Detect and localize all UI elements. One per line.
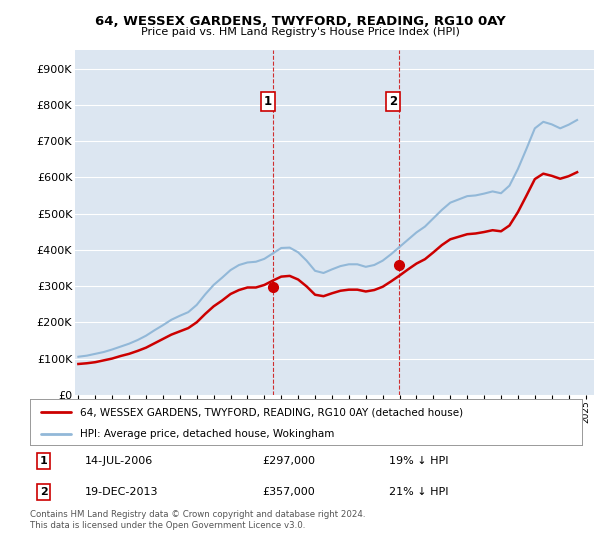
Text: HPI: Average price, detached house, Wokingham: HPI: Average price, detached house, Woki… <box>80 429 334 438</box>
Text: 1: 1 <box>40 456 47 466</box>
Text: 2: 2 <box>389 95 397 108</box>
Text: 1: 1 <box>263 95 272 108</box>
Text: Price paid vs. HM Land Registry's House Price Index (HPI): Price paid vs. HM Land Registry's House … <box>140 27 460 37</box>
Text: Contains HM Land Registry data © Crown copyright and database right 2024.
This d: Contains HM Land Registry data © Crown c… <box>30 510 365 530</box>
Text: 64, WESSEX GARDENS, TWYFORD, READING, RG10 0AY (detached house): 64, WESSEX GARDENS, TWYFORD, READING, RG… <box>80 407 463 417</box>
Text: £357,000: £357,000 <box>262 487 314 497</box>
Text: 19% ↓ HPI: 19% ↓ HPI <box>389 456 448 466</box>
Text: 14-JUL-2006: 14-JUL-2006 <box>85 456 154 466</box>
Text: 21% ↓ HPI: 21% ↓ HPI <box>389 487 448 497</box>
Text: 19-DEC-2013: 19-DEC-2013 <box>85 487 158 497</box>
Text: 2: 2 <box>40 487 47 497</box>
Text: 64, WESSEX GARDENS, TWYFORD, READING, RG10 0AY: 64, WESSEX GARDENS, TWYFORD, READING, RG… <box>95 15 505 28</box>
Text: £297,000: £297,000 <box>262 456 315 466</box>
